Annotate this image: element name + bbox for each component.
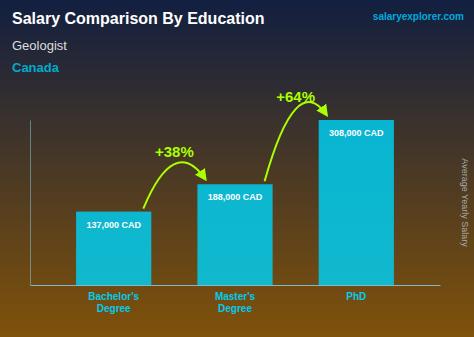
subtitle: Geologist xyxy=(12,38,67,53)
x-tick-label: PhD xyxy=(346,291,366,302)
y-axis xyxy=(30,121,31,286)
annotation-label: +64% xyxy=(276,88,315,105)
x-tick-label-line: PhD xyxy=(346,291,366,302)
x-tick-label-line: Master's xyxy=(215,291,256,302)
data-label: 188,000 CAD xyxy=(208,192,263,202)
x-tick-label: Master'sDegree xyxy=(215,291,256,314)
chart-svg: Bachelor'sDegreeMaster'sDegreePhD137,000… xyxy=(0,0,474,337)
arrow xyxy=(143,162,205,208)
background xyxy=(0,0,474,337)
x-tick: Master'sDegree xyxy=(215,291,256,314)
data-labels: 137,000 CAD 188,000 CAD 308,000 CAD xyxy=(86,128,384,230)
x-tick-label-line: Degree xyxy=(97,303,131,314)
x-axis-line xyxy=(31,285,441,286)
bar xyxy=(76,212,151,285)
y-axis-title: Average Yearly Salary xyxy=(460,158,470,247)
x-tick: PhD xyxy=(346,291,366,302)
x-tick: Bachelor'sDegree xyxy=(88,291,139,314)
x-axis: Bachelor'sDegreeMaster'sDegreePhD xyxy=(31,286,441,315)
source: salaryexplorer.com xyxy=(373,11,464,22)
arrow xyxy=(265,102,327,181)
annotation-label: +38% xyxy=(155,143,194,160)
data-label: 308,000 CAD xyxy=(329,128,384,138)
subtitle: Canada xyxy=(12,60,60,75)
annotations: +38% +64% xyxy=(143,88,326,209)
x-tick-label-line: Degree xyxy=(218,303,252,314)
bars xyxy=(76,120,394,285)
bar xyxy=(197,184,272,285)
x-tick-label: Bachelor'sDegree xyxy=(88,291,139,314)
y-axis-line xyxy=(30,121,31,286)
x-tick-label-line: Bachelor's xyxy=(88,291,139,302)
title: Salary Comparison By Education xyxy=(12,10,265,27)
bar xyxy=(319,120,394,285)
data-label: 137,000 CAD xyxy=(86,220,141,230)
